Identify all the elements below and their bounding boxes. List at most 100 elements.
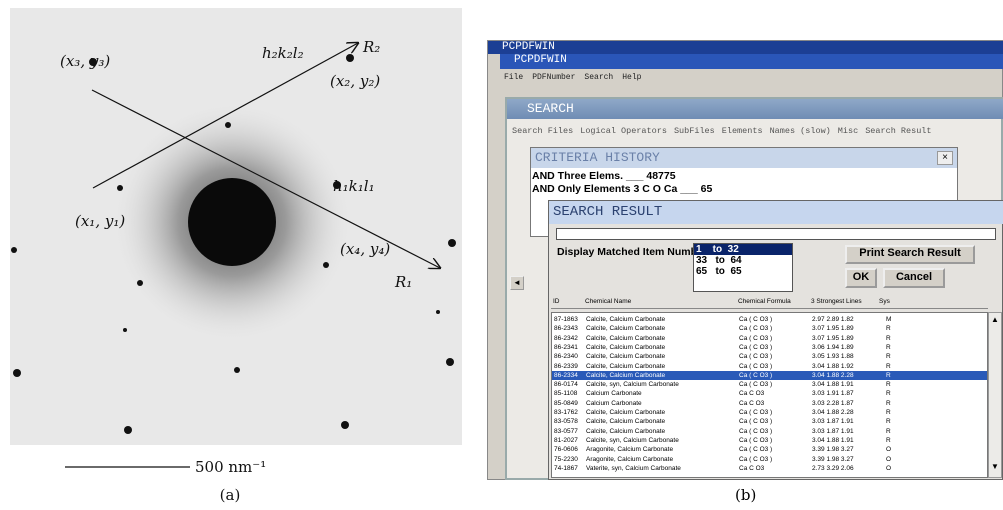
label: h₂k₂l₂ — [262, 44, 304, 62]
menu-item[interactable]: Search Files — [512, 126, 573, 136]
cancel-button[interactable]: Cancel — [883, 268, 945, 288]
label: (x₃, y₃) — [60, 52, 110, 70]
menu-item[interactable]: Logical Operators — [580, 126, 667, 136]
ok-button[interactable]: OK — [845, 268, 877, 288]
table-cell: Calcite, Calcium Carbonate — [586, 334, 665, 343]
text-input[interactable] — [556, 228, 996, 240]
menu-item[interactable]: Search — [584, 73, 613, 82]
scroll-up[interactable]: ▲ — [989, 315, 1001, 324]
table-cell: Ca C O3 — [739, 399, 764, 408]
table-cell: 86-2340 — [554, 352, 578, 361]
table-cell: 3.06 1.94 1.89 — [812, 343, 854, 352]
menu-item[interactable]: Help — [622, 73, 641, 82]
table-cell: 2.97 2.89 1.82 — [812, 315, 854, 324]
criteria-line: AND Only Elements 3 C O Ca ___ 65 — [532, 183, 712, 196]
menu-item[interactable]: SubFiles — [674, 126, 715, 136]
menu-bar: Search Files Logical Operators SubFiles Ele… — [512, 126, 1003, 140]
title-bar: PCPDFWIN — [500, 54, 1003, 69]
table-cell: 3.04 1.88 1.91 — [812, 380, 854, 389]
table-cell: 87-1863 — [554, 315, 578, 324]
close-button[interactable]: × — [937, 151, 953, 165]
table-cell: Calcite, Calcium Carbonate — [586, 324, 665, 333]
table-cell: R — [886, 389, 891, 398]
table-cell: Ca ( C O3 ) — [739, 343, 772, 352]
table-cell: O — [886, 445, 891, 454]
table-cell: 83-1762 — [554, 408, 578, 417]
scroll-down[interactable]: ▼ — [989, 462, 1001, 471]
table-cell: 3.03 1.91 1.87 — [812, 389, 854, 398]
display-label: Display Matched Item Number: — [557, 246, 710, 258]
range-item[interactable]: 65 to 65 — [694, 266, 792, 277]
print-button[interactable]: Print Search Result — [845, 245, 975, 264]
title: CRITERIA HISTORY — [535, 150, 660, 165]
table-cell: 3.03 2.28 1.87 — [812, 399, 854, 408]
menu-item[interactable]: Elements — [722, 126, 763, 136]
table-cell: Ca C O3 — [739, 389, 764, 398]
table-cell: 86-2343 — [554, 324, 578, 333]
title: SEARCH RESULT — [553, 204, 662, 220]
table-cell: R — [886, 362, 891, 371]
table-cell: 83-0578 — [554, 417, 578, 426]
title-bar: SEARCH — [507, 99, 1003, 119]
menu-item[interactable]: File — [504, 73, 523, 82]
table-cell: R — [886, 352, 891, 361]
caption: (a) — [220, 486, 241, 504]
table-cell: 3.39 1.98 3.27 — [812, 455, 854, 464]
title-bar: SEARCH RESULT — [549, 201, 1003, 224]
menu-item[interactable]: Misc — [838, 126, 858, 136]
menu-item[interactable]: Search Result — [865, 126, 931, 136]
table-cell: R — [886, 436, 891, 445]
table-cell: Ca ( C O3 ) — [739, 408, 772, 417]
table-cell: 74-1867 — [554, 464, 578, 473]
table-row[interactable]: 83-1762 Calcite, Calcium Carbonate Ca ( C … — [552, 408, 987, 417]
table-cell: Vaterite, syn, Calcium Carbonate — [586, 464, 681, 473]
column-header: Chemical Name — [585, 298, 631, 305]
table-cell: 75-2230 — [554, 455, 578, 464]
table-cell: Calcite, Calcium Carbonate — [586, 371, 665, 380]
table-cell: Ca ( C O3 ) — [739, 352, 772, 361]
table-cell: R — [886, 417, 891, 426]
table-cell: 2.73 3.29 2.06 — [812, 464, 854, 473]
table-cell: Calcite, syn, Calcium Carbonate — [586, 380, 679, 389]
table-cell: R — [886, 380, 891, 389]
table-cell: Calcium Carbonate — [586, 399, 642, 408]
table-cell: 81-2027 — [554, 436, 578, 445]
table-cell: 3.07 1.95 1.89 — [812, 324, 854, 333]
menu-item[interactable]: PDFNumber — [532, 73, 575, 82]
table-cell: Ca ( C O3 ) — [739, 371, 772, 380]
menu-item[interactable]: Names (slow) — [770, 126, 831, 136]
table-cell: R — [886, 408, 891, 417]
title: PCPDFWIN — [502, 41, 555, 53]
table-cell: Calcite, Calcium Carbonate — [586, 427, 665, 436]
table-header: IDChemical NameChemical Formula3 Stronge… — [551, 297, 988, 309]
table-cell: Calcite, Calcium Carbonate — [586, 343, 665, 352]
scrollbar[interactable]: ▲▼ — [988, 312, 1002, 478]
table-cell: 86-2342 — [554, 334, 578, 343]
table-cell: R — [886, 324, 891, 333]
table-cell: Calcite, Calcium Carbonate — [586, 417, 665, 426]
table-cell: Calcite, Calcium Carbonate — [586, 408, 665, 417]
table-cell: Ca ( C O3 ) — [739, 427, 772, 436]
table-cell: 85-1108 — [554, 389, 577, 398]
label: (x₁, y₁) — [75, 212, 125, 230]
scroll-left[interactable]: ◄ — [510, 276, 524, 290]
range-item[interactable]: 1 to 32 — [694, 244, 792, 255]
range-item[interactable]: 33 to 64 — [694, 255, 792, 266]
